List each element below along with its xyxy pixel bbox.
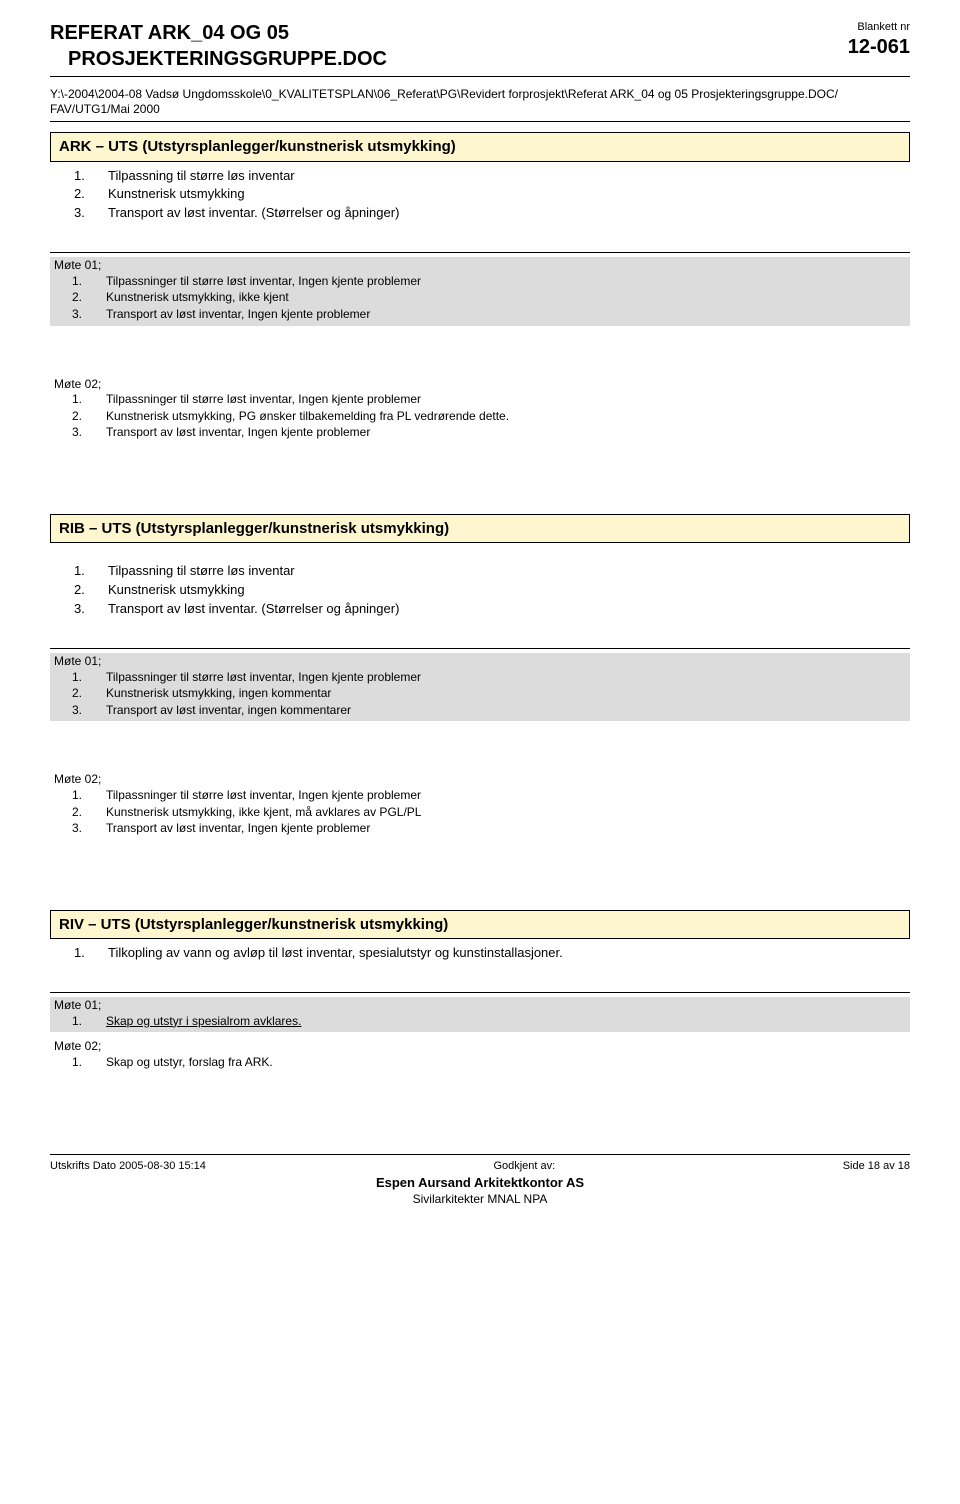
list-num: 3. [72,703,88,719]
main-list: 1. Tilpassning til større løs inventar 2.… [74,168,910,223]
list-num: 2. [72,290,88,306]
list-num: 3. [74,205,90,222]
list-text: Transport av løst inventar, Ingen kjente… [106,425,370,441]
list-text: Kunstnerisk utsmykking, PG ønsker tilbak… [106,409,509,425]
list-text: Kunstnerisk utsmykking, ikke kjent, må a… [106,805,421,821]
file-path: Y:\-2004\2004-08 Vadsø Ungdomsskole\0_KV… [50,87,910,117]
mote-label: Møte 02; [50,1038,910,1055]
mote-block: Møte 01; 1. Skap og utstyr i spesialrom a… [50,997,910,1032]
mote-label: Møte 01; [50,653,910,670]
mote-block: Møte 01; 1. Tilpassninger til større løst… [50,257,910,325]
list-text: Tilpassninger til større løst inventar, … [106,274,421,290]
list-num: 1. [72,274,88,290]
list-text: Kunstnerisk utsmykking [108,582,245,599]
footer-page: Side 18 av 18 [843,1159,910,1173]
mote-block: Møte 02; 1. Skap og utstyr, forslag fra A… [50,1038,910,1073]
list-num: 1. [74,168,90,185]
list-num: 2. [74,582,90,599]
mote-block: Møte 02; 1. Tilpassninger til større løst… [50,771,910,839]
divider [50,121,910,122]
footer-approved-label: Godkjent av: [493,1159,555,1173]
section-heading-rib: RIB – UTS (Utstyrsplanlegger/kunstnerisk… [50,514,910,544]
list-num: 1. [72,392,88,408]
section-heading-ark: ARK – UTS (Utstyrsplanlegger/kunstnerisk… [50,132,910,162]
list-num: 1. [72,788,88,804]
mote-block: Møte 02; 1. Tilpassninger til større løst… [50,376,910,444]
list-text: Tilpassning til større løs inventar [108,563,295,580]
list-num: 1. [74,563,90,580]
blankett-label: Blankett nr [848,20,910,34]
list-num: 2. [72,409,88,425]
list-text: Transport av løst inventar. (Størrelser … [108,205,399,222]
blankett-block: Blankett nr 12-061 [848,20,910,60]
list-num: 1. [72,670,88,686]
list-num: 2. [72,805,88,821]
list-text: Kunstnerisk utsmykking [108,186,245,203]
doc-title-block: REFERAT ARK_04 OG 05 PROSJEKTERINGSGRUPP… [50,20,387,72]
divider [50,76,910,77]
page-footer: Utskrifts Dato 2005-08-30 15:14 Godkjent… [50,1154,910,1208]
footer-sub: Sivilarkitekter MNAL NPA [50,1192,910,1208]
list-text: Transport av løst inventar. (Størrelser … [108,601,399,618]
doc-title-line1: REFERAT ARK_04 OG 05 [50,20,387,46]
list-text: Transport av løst inventar, Ingen kjente… [106,821,370,837]
divider [50,252,910,253]
list-text: Transport av løst inventar, ingen kommen… [106,703,351,719]
list-text: Tilpassning til større løs inventar [108,168,295,185]
list-text: Skap og utstyr i spesialrom avklares. [106,1014,301,1030]
list-num: 1. [72,1014,88,1030]
footer-company: Espen Aursand Arkitektkontor AS [50,1175,910,1192]
list-text: Tilkopling av vann og avløp til løst inv… [108,945,563,962]
footer-date: Utskrifts Dato 2005-08-30 15:14 [50,1159,206,1173]
mote-label: Møte 02; [50,771,910,788]
list-text: Kunstnerisk utsmykking, ikke kjent [106,290,289,306]
main-list: 1. Tilpassning til større løs inventar 2.… [74,563,910,618]
list-num: 3. [74,601,90,618]
list-num: 2. [72,686,88,702]
doc-title-line2: PROSJEKTERINGSGRUPPE.DOC [50,46,387,72]
section-heading-riv: RIV – UTS (Utstyrsplanlegger/kunstnerisk… [50,910,910,940]
list-text: Tilpassninger til større løst inventar, … [106,670,421,686]
mote-label: Møte 01; [50,997,910,1014]
list-text: Skap og utstyr, forslag fra ARK. [106,1055,273,1071]
main-list: 1. Tilkopling av vann og avløp til løst i… [74,945,910,962]
list-num: 3. [72,425,88,441]
list-text: Tilpassninger til større løst inventar, … [106,392,421,408]
list-num: 2. [74,186,90,203]
list-num: 1. [74,945,90,962]
list-num: 3. [72,307,88,323]
mote-label: Møte 01; [50,257,910,274]
divider [50,648,910,649]
document-header: REFERAT ARK_04 OG 05 PROSJEKTERINGSGRUPP… [50,20,910,72]
divider [50,992,910,993]
list-num: 1. [72,1055,88,1071]
list-text: Kunstnerisk utsmykking, ingen kommentar [106,686,331,702]
list-text: Transport av løst inventar, Ingen kjente… [106,307,370,323]
list-text: Tilpassninger til større løst inventar, … [106,788,421,804]
blankett-number: 12-061 [848,34,910,60]
mote-block: Møte 01; 1. Tilpassninger til større løst… [50,653,910,721]
list-num: 3. [72,821,88,837]
mote-label: Møte 02; [50,376,910,393]
